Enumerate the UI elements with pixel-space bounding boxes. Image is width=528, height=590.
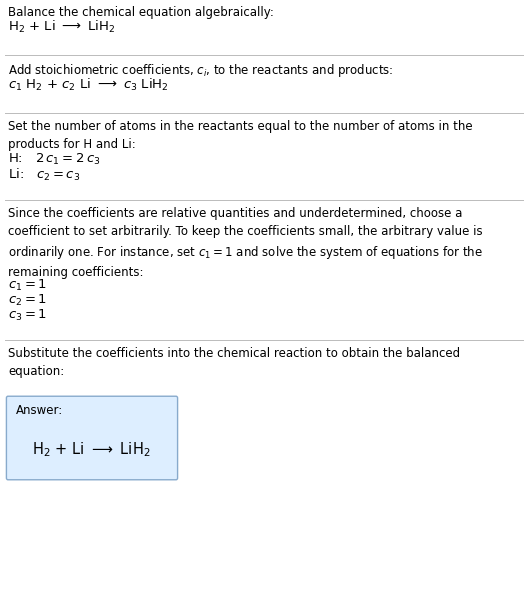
Text: $c_2 = 1$: $c_2 = 1$ — [8, 293, 47, 308]
Text: Li:   $c_2 = c_3$: Li: $c_2 = c_3$ — [8, 167, 80, 183]
Text: $\mathregular{H_2}$ + Li $\longrightarrow$ LiH$_2$: $\mathregular{H_2}$ + Li $\longrightarro… — [32, 440, 150, 458]
Text: H:   $2\,c_1 = 2\,c_3$: H: $2\,c_1 = 2\,c_3$ — [8, 152, 100, 167]
Text: Add stoichiometric coefficients, $c_i$, to the reactants and products:: Add stoichiometric coefficients, $c_i$, … — [8, 62, 393, 79]
Text: $c_1 = 1$: $c_1 = 1$ — [8, 278, 47, 293]
Text: $c_3 = 1$: $c_3 = 1$ — [8, 308, 47, 323]
Text: Since the coefficients are relative quantities and underdetermined, choose a
coe: Since the coefficients are relative quan… — [8, 207, 483, 279]
Text: Answer:: Answer: — [16, 404, 63, 417]
Text: $\mathregular{H_2}$ + Li $\longrightarrow$ LiH$_2$: $\mathregular{H_2}$ + Li $\longrightarro… — [8, 19, 116, 35]
Text: Set the number of atoms in the reactants equal to the number of atoms in the
pro: Set the number of atoms in the reactants… — [8, 120, 473, 151]
Text: Balance the chemical equation algebraically:: Balance the chemical equation algebraica… — [8, 6, 274, 19]
FancyBboxPatch shape — [6, 396, 177, 480]
Text: $c_1$ $\mathregular{H_2}$ + $c_2$ Li $\longrightarrow$ $c_3$ LiH$_2$: $c_1$ $\mathregular{H_2}$ + $c_2$ Li $\l… — [8, 77, 169, 93]
Text: Substitute the coefficients into the chemical reaction to obtain the balanced
eq: Substitute the coefficients into the che… — [8, 347, 460, 378]
